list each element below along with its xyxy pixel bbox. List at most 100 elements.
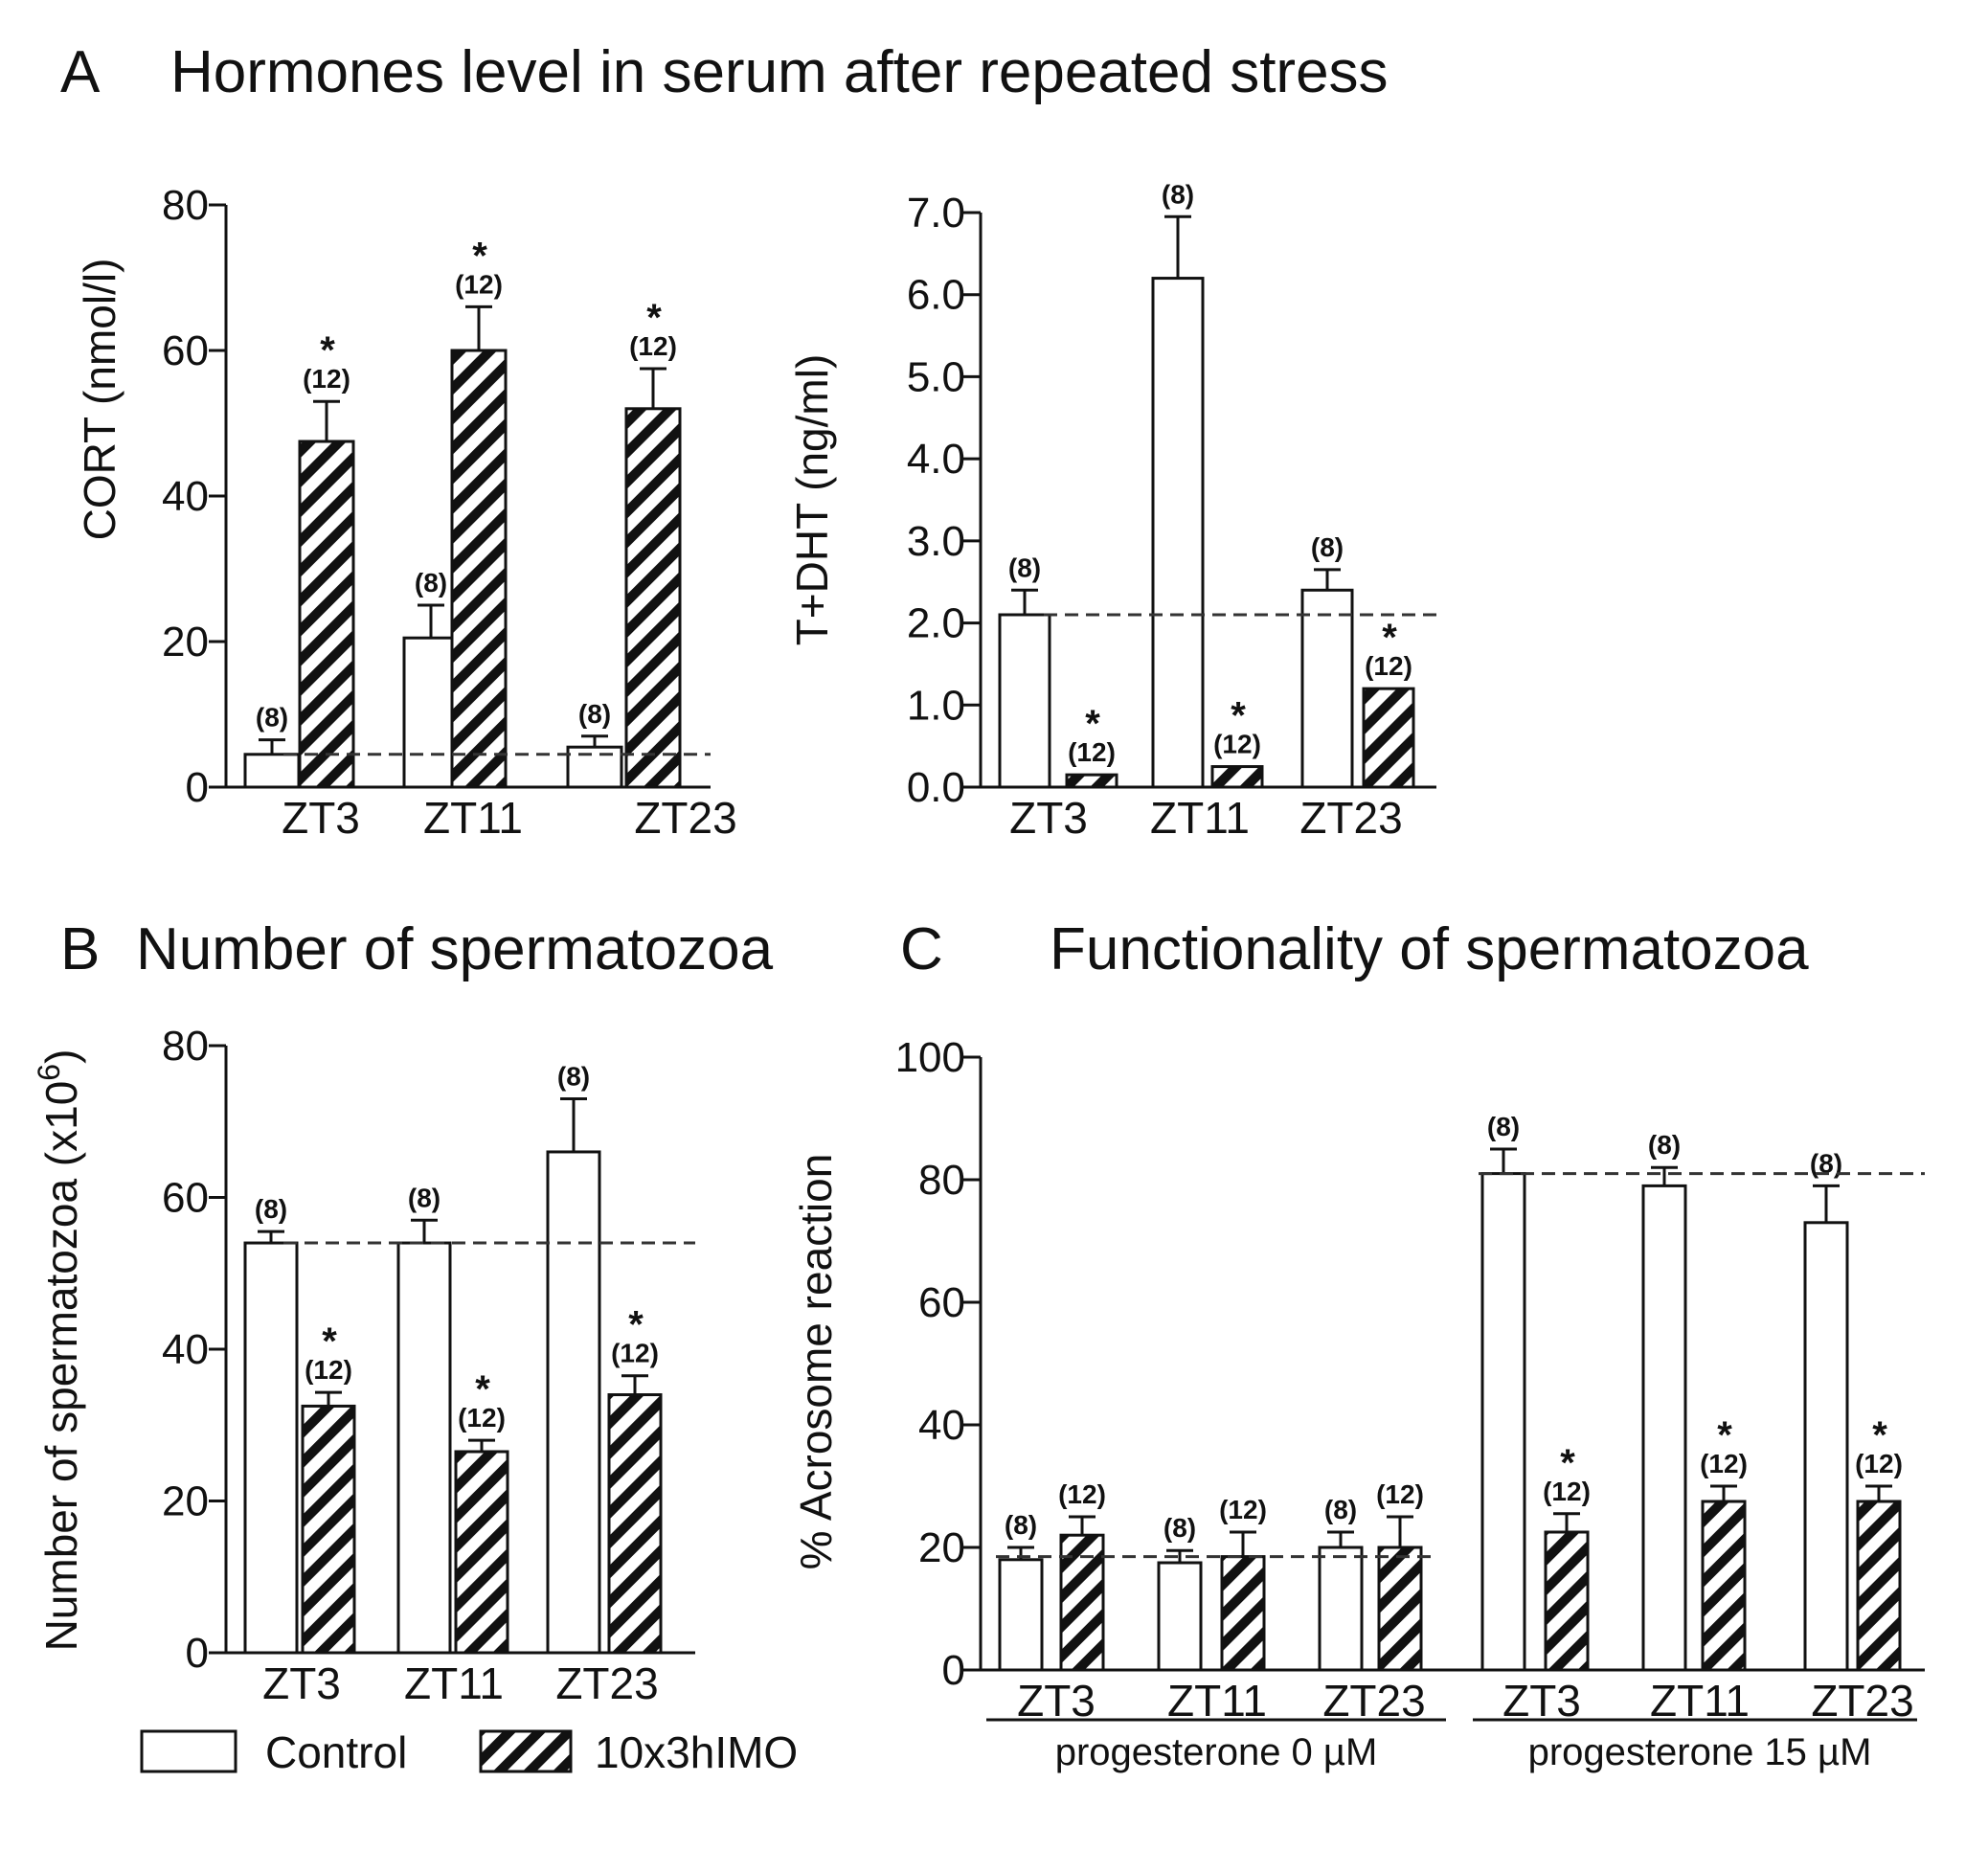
tdht-y-tick-label: 4.0	[907, 436, 965, 483]
cort-category-label: ZT3	[282, 793, 360, 843]
sperm-stress-bar-n-label: (12)	[305, 1355, 352, 1385]
sperm-y-tick-label: 40	[162, 1326, 209, 1373]
cort-stress-bar-significance: *	[320, 329, 335, 372]
acrosome-y-tick-label: 80	[918, 1157, 965, 1204]
sperm-y-tick-label: 60	[162, 1175, 209, 1222]
acrosome-stress-bar-n-label: (12)	[1855, 1449, 1903, 1478]
legend-control-label: Control	[265, 1727, 407, 1777]
tdht-stress-bar-significance: *	[1382, 617, 1397, 659]
acrosome-stress-bar	[1544, 1530, 1590, 1672]
acrosome-stress-bar-n-label: (12)	[1543, 1477, 1591, 1506]
tdht-y-tick-label: 7.0	[907, 190, 965, 237]
sperm-control-bar-n-label: (8)	[557, 1061, 590, 1091]
tdht-stress-bar	[1210, 765, 1264, 789]
tdht-category-label: ZT3	[1009, 793, 1088, 843]
acrosome-stress-bar-significance: *	[1717, 1414, 1732, 1456]
sperm-y-label-superscript: 6	[32, 1064, 66, 1081]
sperm-stress-bar-significance: *	[475, 1368, 490, 1410]
cort-stress-bar-n-label: (12)	[629, 331, 677, 361]
sperm-stress-bar-significance: *	[322, 1320, 337, 1363]
tdht-y-tick-label: 3.0	[907, 518, 965, 565]
cort-y-tick-label: 0	[186, 764, 209, 811]
cort-category-label: ZT23	[634, 793, 736, 843]
panel-a-title: Hormones level in serum after repeated s…	[170, 39, 1389, 105]
cort-control-bar-n-label: (8)	[415, 568, 447, 598]
acrosome-stress-bar	[1377, 1545, 1423, 1672]
acrosome-control-bar-n-label: (8)	[1324, 1495, 1357, 1524]
sperm-control-bar-n-label: (8)	[408, 1183, 441, 1212]
acrosome-category-label: ZT11	[1167, 1676, 1267, 1726]
sperm-stress-bar-n-label: (12)	[611, 1339, 659, 1368]
sperm-control-bar	[396, 1241, 452, 1655]
sperm-y-tick-label: 80	[162, 1023, 209, 1070]
acrosome-control-bar	[1641, 1184, 1687, 1672]
tdht-y-label: T+DHT (ng/ml)	[787, 354, 837, 646]
cort-stress-bar	[298, 440, 355, 789]
cort-y-label: CORT (nmol/l)	[75, 259, 124, 541]
acrosome-control-bar-n-label: (8)	[1487, 1112, 1520, 1141]
sperm-stress-bar-n-label: (12)	[458, 1403, 506, 1433]
tdht-category-label: ZT23	[1299, 793, 1402, 843]
acrosome-y-tick-label: 20	[918, 1524, 965, 1571]
tdht-y-tick-label: 5.0	[907, 353, 965, 400]
tdht-y-tick-label: 1.0	[907, 682, 965, 729]
tdht-stress-bar-n-label: (12)	[1365, 651, 1412, 681]
acrosome-stress-bar	[1701, 1500, 1747, 1672]
legend-stress-swatch	[479, 1729, 573, 1773]
panel-b-letter: B	[60, 916, 100, 982]
sperm-y-tick-label: 0	[186, 1630, 209, 1677]
tdht-control-bar	[1300, 588, 1354, 789]
tdht-stress-bar-n-label: (12)	[1068, 737, 1116, 767]
group-label-progesterone-15: progesterone 15 µM	[1528, 1731, 1872, 1773]
acrosome-y-tick-label: 40	[918, 1402, 965, 1449]
acrosome-control-bar	[1480, 1172, 1526, 1672]
tdht-stress-bar	[1065, 773, 1118, 789]
cort-stress-bar-significance: *	[472, 235, 487, 277]
tdht-control-bar-n-label: (8)	[1162, 179, 1194, 209]
acrosome-control-bar	[1157, 1561, 1203, 1672]
acrosome-stress-bar-n-label: (12)	[1376, 1479, 1424, 1509]
cort-control-bar-n-label: (8)	[256, 703, 288, 733]
tdht-stress-bar-significance: *	[1231, 695, 1246, 737]
acrosome-y-tick-label: 100	[895, 1034, 965, 1081]
cort-y-tick-label: 20	[162, 619, 209, 666]
sperm-control-bar-n-label: (8)	[255, 1194, 287, 1224]
tdht-control-bar	[998, 613, 1051, 789]
acrosome-control-bar	[1318, 1545, 1364, 1672]
sperm-y-label-end: )	[36, 1049, 86, 1064]
tdht-stress-bar-significance: *	[1085, 703, 1100, 745]
legend-stress-label: 10x3hIMO	[595, 1727, 798, 1777]
sperm-chart: 0 20 40 60 80 Number of spermatozoa (x106) (8)…	[32, 1023, 695, 1708]
acrosome-y-label: % Acrosome reaction	[791, 1154, 841, 1570]
acrosome-stress-bar-significance: *	[1872, 1414, 1887, 1456]
acrosome-control-bar	[1803, 1221, 1849, 1672]
cort-stress-bar-n-label: (12)	[455, 269, 503, 299]
group-label-progesterone-0: progesterone 0 µM	[1055, 1731, 1378, 1773]
acrosome-stress-bar-significance: *	[1560, 1442, 1575, 1484]
acrosome-control-bar-n-label: (8)	[1648, 1130, 1681, 1160]
tdht-control-bar-n-label: (8)	[1311, 532, 1344, 562]
cort-control-bar	[243, 753, 301, 789]
sperm-control-bar	[243, 1241, 299, 1655]
panel-a-letter: A	[60, 39, 101, 105]
sperm-y-tick-label: 20	[162, 1478, 209, 1525]
sperm-control-bar	[546, 1150, 601, 1655]
acrosome-stress-bar-n-label: (12)	[1219, 1495, 1267, 1524]
cort-control-bar-n-label: (8)	[578, 699, 611, 729]
acrosome-category-label: ZT11	[1650, 1676, 1750, 1726]
cort-y-tick-label: 40	[162, 473, 209, 520]
sperm-stress-bar-significance: *	[628, 1304, 644, 1346]
legend: Control 10x3hIMO	[140, 1727, 798, 1777]
acrosome-y-tick-label: 0	[942, 1647, 965, 1694]
cort-category-label: ZT11	[423, 793, 523, 843]
acrosome-stress-bar-n-label: (12)	[1700, 1449, 1748, 1478]
sperm-category-label: ZT3	[262, 1658, 341, 1708]
acrosome-category-label: ZT3	[1017, 1676, 1096, 1726]
cort-control-bar	[566, 745, 623, 789]
acrosome-stress-bar	[1220, 1555, 1266, 1672]
tdht-control-bar	[1151, 277, 1205, 789]
panel-c-title: Functionality of spermatozoa	[1050, 916, 1809, 982]
acrosome-stress-bar-n-label: (12)	[1058, 1479, 1106, 1509]
